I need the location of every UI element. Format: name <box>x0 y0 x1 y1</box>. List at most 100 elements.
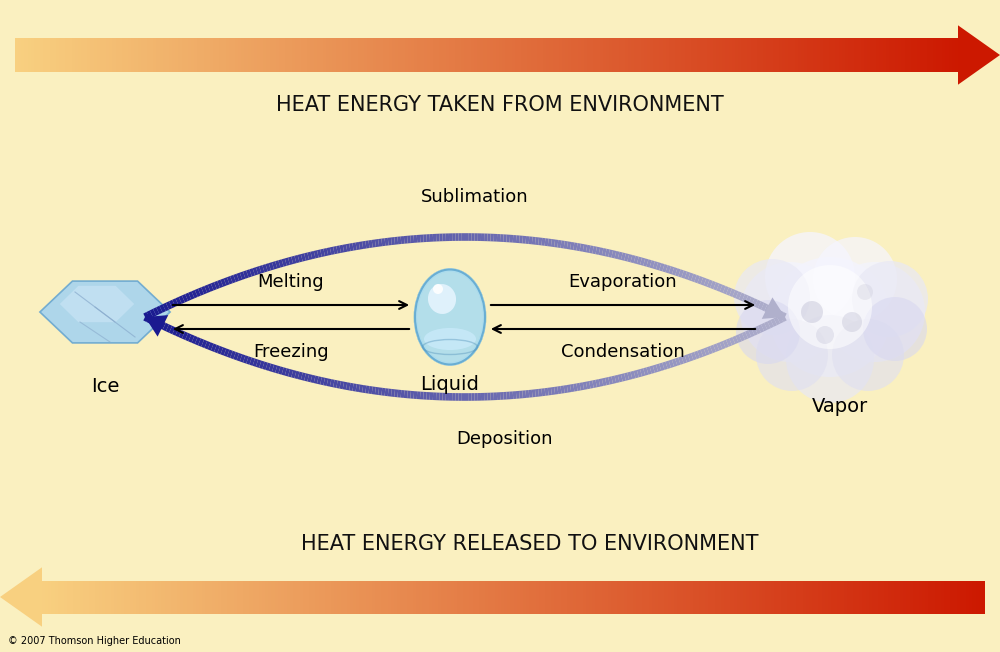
Bar <box>922 580 925 614</box>
Bar <box>734 580 737 614</box>
Bar <box>72 38 75 72</box>
Bar <box>647 38 650 72</box>
Bar <box>520 580 523 614</box>
Circle shape <box>770 257 890 377</box>
Bar <box>763 38 766 72</box>
Bar <box>441 580 444 614</box>
Bar <box>578 38 581 72</box>
Bar <box>483 38 486 72</box>
Bar <box>822 580 825 614</box>
Bar <box>671 580 674 614</box>
Bar <box>894 580 897 614</box>
Bar <box>979 580 982 614</box>
Bar <box>628 38 631 72</box>
Bar <box>383 38 386 72</box>
Bar <box>782 38 785 72</box>
Bar <box>363 580 366 614</box>
Bar <box>114 580 117 614</box>
Bar <box>611 580 614 614</box>
Bar <box>614 580 617 614</box>
Bar <box>913 580 916 614</box>
Bar <box>809 580 812 614</box>
Bar <box>828 580 831 614</box>
Bar <box>141 38 144 72</box>
Bar <box>109 38 112 72</box>
Bar <box>268 580 271 614</box>
Bar <box>778 580 781 614</box>
Bar <box>482 580 485 614</box>
Bar <box>171 580 174 614</box>
Bar <box>892 38 895 72</box>
Bar <box>766 38 769 72</box>
Bar <box>322 580 325 614</box>
Bar <box>818 580 822 614</box>
Bar <box>901 38 905 72</box>
Bar <box>144 38 147 72</box>
Bar <box>906 580 910 614</box>
Bar <box>795 38 798 72</box>
Polygon shape <box>0 567 42 627</box>
Bar <box>531 38 534 72</box>
Bar <box>397 580 400 614</box>
Bar <box>117 580 121 614</box>
Bar <box>77 580 80 614</box>
Bar <box>634 38 637 72</box>
Bar <box>31 38 34 72</box>
Bar <box>746 580 749 614</box>
Bar <box>963 580 966 614</box>
Bar <box>196 580 199 614</box>
Bar <box>642 580 646 614</box>
Circle shape <box>734 259 810 335</box>
Bar <box>581 38 584 72</box>
Bar <box>847 580 850 614</box>
Text: Evaporation: Evaporation <box>569 273 677 291</box>
Bar <box>78 38 81 72</box>
Bar <box>715 580 718 614</box>
Bar <box>832 38 835 72</box>
Bar <box>807 38 810 72</box>
Bar <box>234 580 237 614</box>
Bar <box>936 38 939 72</box>
Bar <box>703 38 707 72</box>
Bar <box>358 38 361 72</box>
Bar <box>910 580 913 614</box>
Bar <box>630 580 633 614</box>
Circle shape <box>740 262 840 362</box>
Bar <box>262 580 265 614</box>
Bar <box>537 38 540 72</box>
Bar <box>457 580 460 614</box>
Bar <box>229 38 232 72</box>
Circle shape <box>786 315 874 403</box>
Bar <box>292 38 295 72</box>
Bar <box>760 38 763 72</box>
Bar <box>278 580 281 614</box>
Bar <box>246 580 249 614</box>
Bar <box>713 38 716 72</box>
Bar <box>573 580 576 614</box>
Bar <box>722 38 725 72</box>
Bar <box>188 38 191 72</box>
Bar <box>163 38 166 72</box>
Bar <box>873 38 876 72</box>
Bar <box>724 580 727 614</box>
Bar <box>598 580 602 614</box>
Bar <box>485 580 488 614</box>
Bar <box>403 580 407 614</box>
Bar <box>212 580 215 614</box>
Bar <box>690 580 693 614</box>
Bar <box>290 580 293 614</box>
Bar <box>944 580 947 614</box>
Bar <box>320 38 323 72</box>
Bar <box>105 580 108 614</box>
Bar <box>128 38 131 72</box>
Bar <box>534 38 537 72</box>
Bar <box>803 580 806 614</box>
Bar <box>367 38 370 72</box>
Bar <box>199 580 202 614</box>
Bar <box>392 38 395 72</box>
Bar <box>378 580 381 614</box>
Bar <box>435 580 438 614</box>
Bar <box>554 580 558 614</box>
Bar <box>112 38 116 72</box>
Bar <box>523 580 526 614</box>
